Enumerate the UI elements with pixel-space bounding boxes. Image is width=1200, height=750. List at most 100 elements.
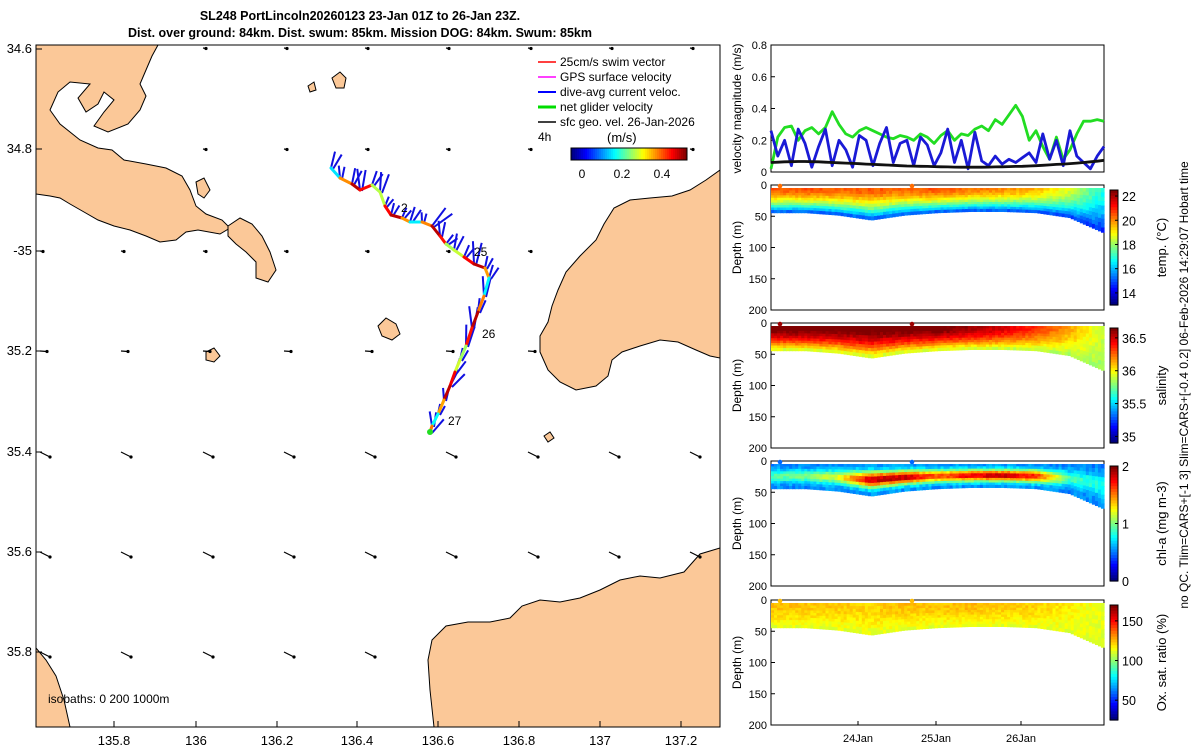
section-cell — [916, 618, 920, 622]
section-cell — [1019, 619, 1023, 623]
section-cell — [998, 344, 1002, 348]
section-cell — [1097, 192, 1102, 198]
section-cell — [943, 468, 948, 473]
section-cell — [913, 479, 917, 484]
section-cell — [1088, 622, 1093, 627]
section-cell — [1085, 486, 1090, 491]
section-cell — [1079, 609, 1084, 615]
section-colorbar-cell — [1110, 688, 1118, 692]
section-cell — [864, 476, 869, 481]
section-cell — [1016, 617, 1020, 621]
section-cell — [861, 332, 866, 336]
section-cell — [985, 326, 990, 330]
section-cell — [840, 622, 845, 626]
section-cell — [822, 338, 827, 343]
section-cell — [1034, 617, 1038, 621]
section-cell — [934, 210, 939, 214]
section-cell — [988, 206, 993, 210]
section-cell — [979, 337, 984, 341]
section-cell — [804, 197, 808, 202]
section-cell — [934, 625, 939, 629]
section-cell — [801, 478, 805, 482]
section-cell — [807, 605, 811, 609]
section-cell — [943, 338, 948, 342]
section-cell — [1064, 489, 1069, 494]
section-cell — [1004, 188, 1008, 192]
section-cell — [777, 617, 781, 621]
section-cell — [1034, 473, 1038, 477]
section-colorbar-cell — [1110, 630, 1118, 635]
section-cell — [976, 344, 981, 348]
section-cell — [886, 626, 890, 631]
section-cell — [1091, 467, 1096, 473]
section-cell — [819, 623, 824, 627]
section-cell — [855, 472, 860, 477]
section-cell — [1049, 328, 1054, 333]
geo-arrow — [202, 651, 214, 658]
section-cell — [1004, 204, 1008, 208]
section-cell — [876, 473, 881, 478]
section-cell — [952, 614, 957, 619]
section-cell — [1052, 326, 1057, 330]
section-cell — [943, 326, 948, 330]
section-cell — [837, 488, 842, 492]
section-cell — [1013, 344, 1017, 349]
map-frame — [35, 44, 721, 728]
section-cell — [1076, 487, 1081, 492]
section-cell — [831, 466, 836, 471]
section-cell — [901, 350, 905, 354]
section-cell — [1064, 626, 1069, 630]
section-cell — [861, 491, 866, 496]
section-cell — [934, 335, 939, 340]
section-cell — [1052, 209, 1057, 214]
section-cell — [982, 609, 987, 614]
section-cell — [795, 200, 799, 204]
section-cell — [946, 476, 951, 480]
section-cell — [1076, 204, 1081, 209]
section-colorbar-cell — [1110, 639, 1118, 643]
section-cell — [1082, 340, 1087, 345]
section-cell — [998, 607, 1002, 611]
section-cell — [970, 612, 975, 616]
section-cell — [1031, 605, 1035, 609]
section-cell — [955, 206, 960, 211]
section-cell — [777, 483, 781, 487]
section-cell — [1046, 206, 1051, 210]
section-cell — [786, 200, 790, 204]
section-cell — [904, 193, 908, 197]
section-cell — [937, 340, 942, 344]
section-cell — [961, 190, 966, 194]
section-cell — [849, 334, 854, 339]
section-cell — [804, 335, 808, 340]
track-segment — [462, 255, 476, 266]
section-colorbar-cell — [1110, 613, 1118, 618]
section-cell — [1019, 199, 1023, 204]
section-cell — [946, 188, 951, 192]
section-cell — [985, 332, 990, 337]
section-colorbar-cell — [1110, 238, 1118, 243]
section-cell — [1013, 340, 1017, 344]
section-cell — [861, 630, 866, 635]
section-cell — [792, 197, 796, 201]
section-cell — [1058, 486, 1063, 490]
geo-arrow — [202, 47, 207, 50]
section-cell — [1052, 621, 1057, 626]
section-cell — [1097, 196, 1102, 202]
section-cell — [1067, 343, 1072, 348]
section-cell — [837, 613, 842, 618]
geo-arrow — [283, 551, 295, 558]
section-cell — [807, 625, 811, 629]
geo-arrow-head — [447, 46, 451, 51]
section-colorbar-cell — [1110, 362, 1118, 366]
section-cell — [777, 340, 781, 344]
section-colorbar-cell — [1110, 293, 1118, 297]
section-cell — [883, 202, 887, 207]
section-cell — [873, 209, 878, 214]
section-cell — [889, 208, 893, 212]
section-colorbar-cell — [1110, 204, 1118, 208]
section-cell — [1079, 627, 1084, 632]
section-cell — [1043, 623, 1048, 627]
section-cell — [789, 615, 793, 619]
section-colorbar-tick-label: 0 — [1122, 575, 1129, 589]
section-cell — [901, 190, 905, 195]
